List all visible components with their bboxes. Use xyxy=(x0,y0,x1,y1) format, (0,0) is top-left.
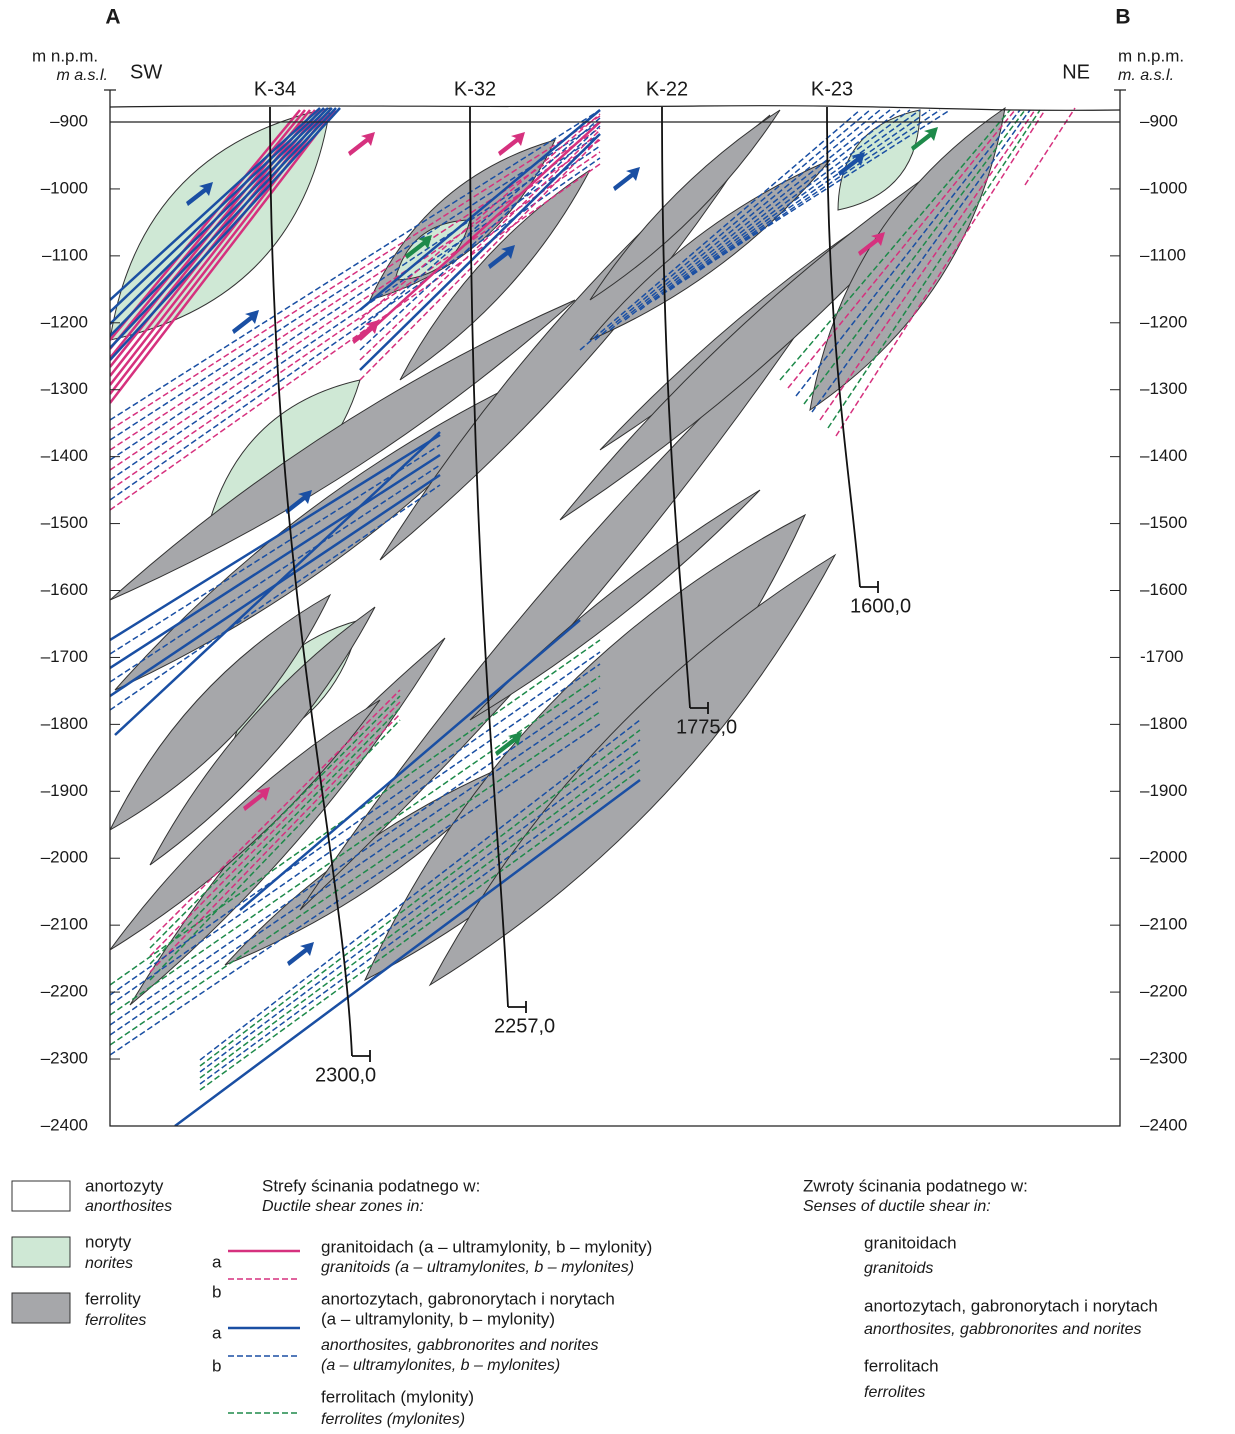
label-b: B xyxy=(1115,6,1130,29)
legend-title: Ductile shear zones in: xyxy=(262,1198,424,1215)
borehole-depth: 1775,0 xyxy=(676,716,737,738)
shear-zone xyxy=(1025,108,1075,185)
legend-title: Senses of ductile shear in: xyxy=(803,1198,991,1215)
legend-text: ferrolites (mylonites) xyxy=(321,1411,465,1428)
y-tick-label: –1300 xyxy=(1140,379,1187,398)
y-tick-label: –1500 xyxy=(1140,513,1187,532)
y-tick-label: –1700 xyxy=(41,647,88,666)
legend-ab: b xyxy=(212,1356,221,1375)
shear-sense-arrow xyxy=(352,320,379,344)
shear-sense-arrow xyxy=(232,310,259,334)
y-tick-label: –1400 xyxy=(41,446,88,465)
legend-text: anorthosites, gabbronorites and norites xyxy=(321,1337,599,1354)
legend-text: ferrolitach (mylonity) xyxy=(321,1387,474,1406)
y-tick-label: –1900 xyxy=(41,781,88,800)
y-tick-label: –2300 xyxy=(1140,1049,1187,1068)
borehole-depth: 1600,0 xyxy=(850,595,911,617)
borehole-name: K-32 xyxy=(454,78,496,100)
legend-text: (a – ultramylonity, b – mylonity) xyxy=(321,1309,555,1328)
y-tick-label: –2400 xyxy=(41,1115,88,1134)
y-tick-label: –2200 xyxy=(1140,982,1187,1001)
legend-text: granitoids xyxy=(864,1260,933,1277)
y-tick-label: –1500 xyxy=(41,513,88,532)
borehole-name: K-22 xyxy=(646,78,688,100)
shear-zone xyxy=(110,108,336,348)
y-tick-label: –2200 xyxy=(41,982,88,1001)
legend-text: ferrolites xyxy=(864,1384,925,1401)
axis-subtitle: m a.s.l. xyxy=(56,67,108,84)
swatch-norites xyxy=(12,1237,70,1267)
borehole-name: K-23 xyxy=(811,78,853,100)
legend-text: anorthosites xyxy=(85,1198,172,1215)
legend-text: anortozyty xyxy=(85,1176,164,1195)
y-tick-label: –1600 xyxy=(1140,580,1187,599)
y-tick-label: –1100 xyxy=(42,245,88,264)
legend-ab: b xyxy=(212,1282,221,1301)
legend-text: norites xyxy=(85,1255,133,1272)
y-tick-label: –900 xyxy=(1140,111,1178,130)
y-tick-label: –1300 xyxy=(41,379,88,398)
surface xyxy=(110,106,1120,111)
y-tick-label: -1700 xyxy=(1140,647,1183,666)
legend-title: Zwroty ścinania podatnego w: xyxy=(803,1176,1028,1195)
legend-text: (a – ultramylonites, b – mylonites) xyxy=(321,1357,560,1374)
y-tick-label: –1800 xyxy=(41,714,88,733)
label-a: A xyxy=(105,6,120,29)
borehole-name: K-34 xyxy=(254,78,296,100)
axis-subtitle: m. a.s.l. xyxy=(1118,67,1174,84)
legend-ab: a xyxy=(212,1252,222,1271)
legend-text: ferrolites xyxy=(85,1312,146,1329)
y-tick-label: –1900 xyxy=(1140,781,1187,800)
axis-title: m n.p.m. xyxy=(32,46,98,65)
ne-label: NE xyxy=(1062,61,1090,83)
y-tick-label: –2100 xyxy=(1140,915,1187,934)
y-tick-label: –1800 xyxy=(1140,714,1187,733)
shear-sense-arrow xyxy=(806,1305,833,1329)
legend-ab: a xyxy=(212,1323,222,1342)
swatch-anorthosites xyxy=(12,1181,70,1211)
y-tick-label: –2000 xyxy=(1140,848,1187,867)
y-tick-label: –1400 xyxy=(1140,446,1187,465)
shear-sense-arrow xyxy=(806,1368,833,1392)
y-tick-label: –2100 xyxy=(41,915,88,934)
y-tick-label: –2000 xyxy=(41,848,88,867)
y-tick-label: –1000 xyxy=(41,178,88,197)
shear-sense-arrow xyxy=(348,132,375,156)
legend-title: Strefy ścinania podatnego w: xyxy=(262,1176,480,1195)
legend-text: granitoidach xyxy=(864,1233,957,1252)
ferrolite-lens xyxy=(430,555,835,985)
borehole-depth: 2300,0 xyxy=(315,1064,376,1086)
legend-text: granitoidach (a – ultramylonity, b – myl… xyxy=(321,1237,652,1256)
sw-label: SW xyxy=(130,61,162,83)
shear-sense-arrow xyxy=(287,942,314,966)
y-tick-label: –1600 xyxy=(41,580,88,599)
y-tick-label: –1000 xyxy=(1140,178,1187,197)
legend-text: anortozytach, gabronorytach i norytach xyxy=(864,1296,1158,1315)
legend-text: ferrolity xyxy=(85,1289,141,1308)
y-tick-label: –1200 xyxy=(41,312,88,331)
page: {"header": {"left_label": "A", "right_la… xyxy=(0,0,1235,1434)
y-tick-label: –1200 xyxy=(1140,312,1187,331)
legend: anortozyty anorthosites noryty norites f… xyxy=(12,1176,1158,1428)
y-tick-label: –2400 xyxy=(1140,1115,1187,1134)
swatch-ferrolites xyxy=(12,1293,70,1323)
y-tick-label: –2300 xyxy=(41,1049,88,1068)
legend-text: noryty xyxy=(85,1232,132,1251)
shear-zone xyxy=(110,108,332,336)
legend-text: anortozytach, gabronorytach i norytach xyxy=(321,1289,615,1308)
shear-sense-arrow xyxy=(806,1245,833,1269)
legend-text: granitoids (a – ultramylonites, b – mylo… xyxy=(321,1259,634,1276)
legend-text: anorthosites, gabbronorites and norites xyxy=(864,1321,1142,1338)
axis-title: m n.p.m. xyxy=(1118,46,1184,65)
legend-text: ferrolitach xyxy=(864,1356,939,1375)
shear-sense-arrow xyxy=(613,167,640,191)
borehole-depth: 2257,0 xyxy=(494,1015,555,1037)
cross-section: A B m n.p.m. m a.s.l. m n.p.m. m. a.s.l.… xyxy=(0,0,1235,1434)
y-tick-label: –1100 xyxy=(1140,245,1186,264)
y-tick-label: –900 xyxy=(50,111,88,130)
